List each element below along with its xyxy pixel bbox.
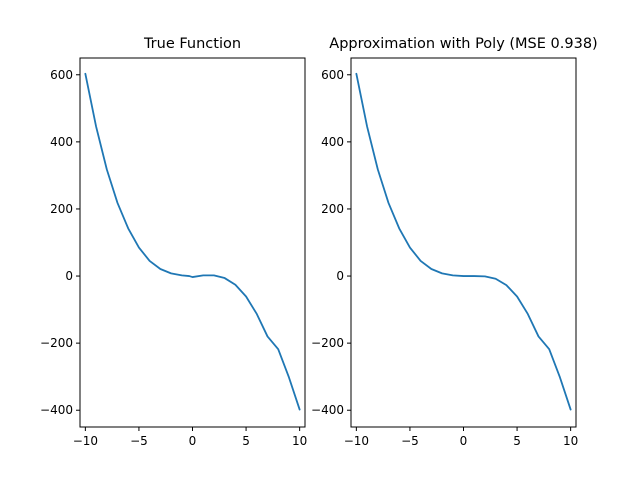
y-tick-label: 200 xyxy=(321,202,344,216)
y-tick-label: 200 xyxy=(50,202,73,216)
y-tick-label: −200 xyxy=(40,336,73,350)
y-tick-label: −400 xyxy=(40,403,73,417)
series-line xyxy=(355,72,572,411)
x-tick-label: −5 xyxy=(130,434,148,448)
y-tick-label: 600 xyxy=(50,68,73,82)
y-tick-label: 400 xyxy=(321,135,344,149)
x-tick-label: 5 xyxy=(513,434,521,448)
x-tick-label: −10 xyxy=(73,434,98,448)
x-tick-label: 0 xyxy=(460,434,468,448)
y-tick-label: −200 xyxy=(311,336,344,350)
x-tick-label: 10 xyxy=(563,434,578,448)
x-tick-label: −5 xyxy=(401,434,419,448)
x-tick-label: 0 xyxy=(189,434,197,448)
y-tick-label: −400 xyxy=(311,403,344,417)
subplot-true-function: True Function −10 −5 0 5 10 −400 −200 0 200 400 60… xyxy=(40,36,307,448)
y-tick-label: 400 xyxy=(50,135,73,149)
y-tick-label: 600 xyxy=(321,68,344,82)
series-line xyxy=(84,72,301,411)
plot-area: −10 −5 0 5 10 −400 −200 0 200 400 600 xyxy=(311,57,578,448)
y-tick-label: 0 xyxy=(336,269,344,283)
chart-title: Approximation with Poly (MSE 0.938) xyxy=(329,36,597,52)
subplot-approximation: Approximation with Poly (MSE 0.938) −10−… xyxy=(311,36,598,448)
plot-area: −10 −5 0 5 10 −400 −200 0 200 400 600 xyxy=(40,57,307,448)
y-tick-label: 0 xyxy=(65,269,73,283)
x-tick-label: 10 xyxy=(292,434,307,448)
x-tick-label: −10 xyxy=(344,434,369,448)
x-tick-label: 5 xyxy=(242,434,250,448)
chart-title: True Function xyxy=(143,36,241,52)
